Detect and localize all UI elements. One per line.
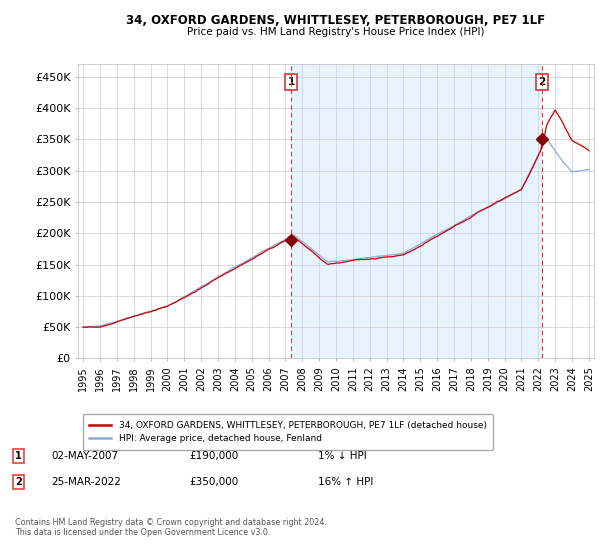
Text: 1: 1 (287, 77, 295, 87)
Text: 1: 1 (15, 451, 22, 461)
Text: Contains HM Land Registry data © Crown copyright and database right 2024.
This d: Contains HM Land Registry data © Crown c… (15, 518, 327, 538)
Text: Price paid vs. HM Land Registry's House Price Index (HPI): Price paid vs. HM Land Registry's House … (187, 27, 485, 37)
Legend: 34, OXFORD GARDENS, WHITTLESEY, PETERBOROUGH, PE7 1LF (detached house), HPI: Ave: 34, OXFORD GARDENS, WHITTLESEY, PETERBOR… (83, 414, 493, 450)
Text: 02-MAY-2007: 02-MAY-2007 (51, 451, 118, 461)
Text: 16% ↑ HPI: 16% ↑ HPI (318, 477, 373, 487)
Text: 2: 2 (15, 477, 22, 487)
Text: £350,000: £350,000 (189, 477, 238, 487)
Text: 34, OXFORD GARDENS, WHITTLESEY, PETERBOROUGH, PE7 1LF: 34, OXFORD GARDENS, WHITTLESEY, PETERBOR… (127, 14, 545, 27)
Text: 2: 2 (539, 77, 546, 87)
Text: £190,000: £190,000 (189, 451, 238, 461)
Bar (291, 64, 542, 358)
Text: 1% ↓ HPI: 1% ↓ HPI (318, 451, 367, 461)
Text: 25-MAR-2022: 25-MAR-2022 (51, 477, 121, 487)
